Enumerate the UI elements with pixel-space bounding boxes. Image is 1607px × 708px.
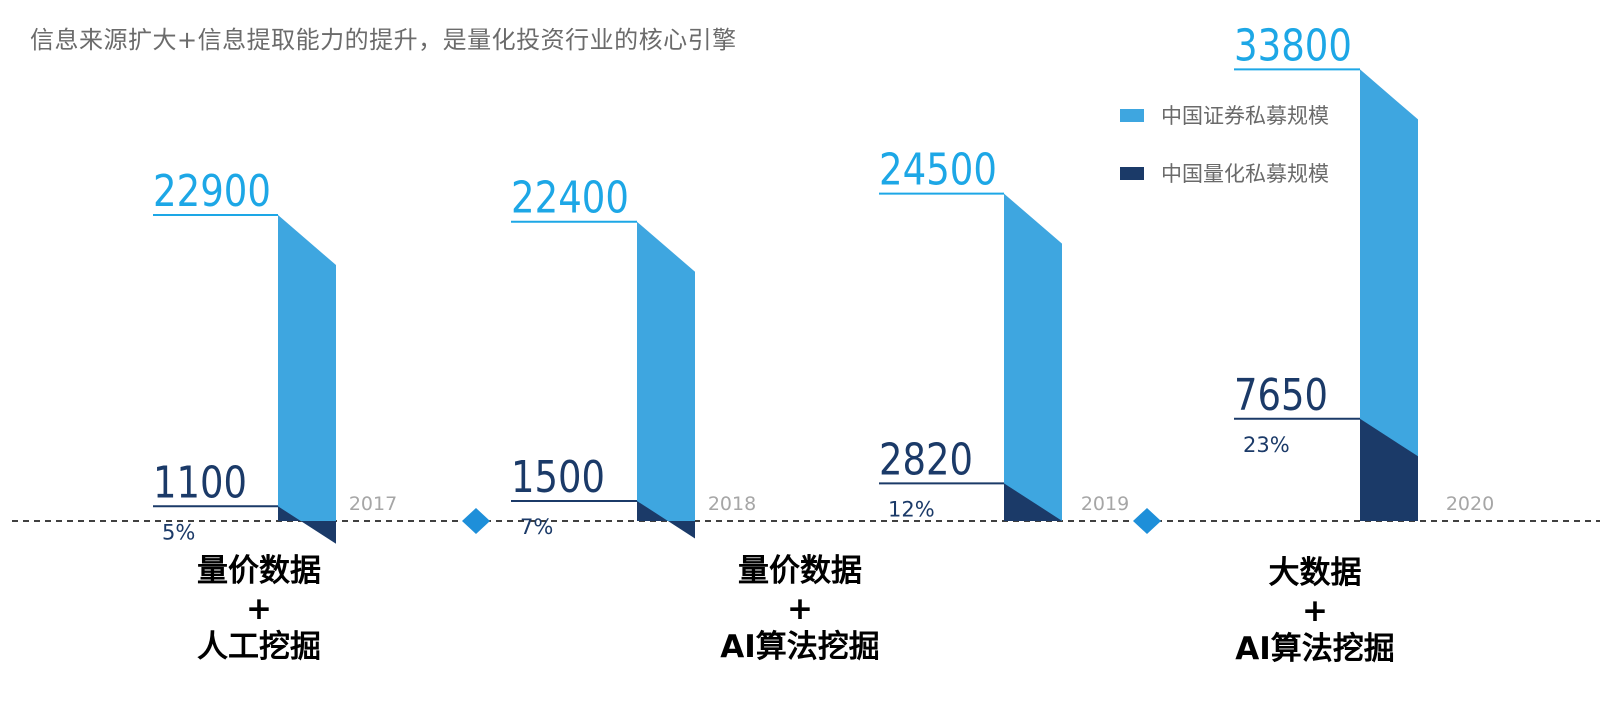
bar-quant-2019 <box>1004 483 1062 521</box>
caption-stage-2: 量价数据 + AI算法挖掘 <box>670 552 930 666</box>
stage-marker-2 <box>1133 508 1161 534</box>
caption-stage-2-line3: AI算法挖掘 <box>720 629 880 665</box>
bar-quant-2017 <box>278 506 336 544</box>
label-share-2017: 5% <box>162 520 195 544</box>
caption-stage-1-plus: + <box>246 591 272 627</box>
label-share-2019: 12% <box>888 497 935 521</box>
label-quant-2020: 7650 <box>1234 370 1328 421</box>
legend-label-quant: 中国量化私募规模 <box>1161 162 1329 186</box>
caption-stage-3-line1: 大数据 <box>1268 555 1362 591</box>
label-total-2020: 33800 <box>1234 20 1352 71</box>
bar-total-2019 <box>1004 193 1062 521</box>
year-label-2017: 2017 <box>349 493 397 515</box>
label-total-2017: 22900 <box>153 166 271 217</box>
year-label-2020: 2020 <box>1446 493 1494 515</box>
stage-marker-1 <box>462 508 490 534</box>
label-total-2019: 24500 <box>879 145 997 196</box>
label-share-2018: 7% <box>520 515 553 539</box>
label-quant-2018: 1500 <box>511 452 605 503</box>
label-quant-2019: 2820 <box>879 434 973 485</box>
bar-total-2018 <box>637 221 695 521</box>
caption-stage-1-line1: 量价数据 <box>197 553 321 589</box>
legend-swatch-quant <box>1120 166 1144 180</box>
legend-item-total: 中国证券私募规模 <box>1120 100 1329 130</box>
caption-stage-3-plus: + <box>1302 593 1328 629</box>
caption-stage-2-line1: 量价数据 <box>738 553 862 589</box>
legend: 中国证券私募规模 中国量化私募规模 <box>1120 100 1329 216</box>
year-label-2019: 2019 <box>1081 493 1129 515</box>
bar-quant-2018 <box>637 500 695 539</box>
caption-stage-1-line3: 人工挖掘 <box>197 629 321 665</box>
legend-swatch-total <box>1120 108 1144 122</box>
bar-total-2017 <box>278 215 336 521</box>
label-share-2020: 23% <box>1243 433 1290 457</box>
label-total-2018: 22400 <box>511 173 629 224</box>
bar-total-2020 <box>1360 69 1418 521</box>
year-label-2018: 2018 <box>708 493 756 515</box>
page-title: 信息来源扩大+信息提取能力的提升，是量化投资行业的核心引擎 <box>30 26 737 54</box>
caption-stage-2-plus: + <box>787 591 813 627</box>
label-quant-2017: 1100 <box>153 457 247 508</box>
bar-quant-2020 <box>1360 418 1418 521</box>
legend-label-total: 中国证券私募规模 <box>1161 104 1329 128</box>
caption-stage-3-line3: AI算法挖掘 <box>1235 631 1395 667</box>
caption-stage-1: 量价数据 + 人工挖掘 <box>129 552 389 666</box>
legend-item-quant: 中国量化私募规模 <box>1120 158 1329 188</box>
caption-stage-3: 大数据 + AI算法挖掘 <box>1185 554 1445 668</box>
